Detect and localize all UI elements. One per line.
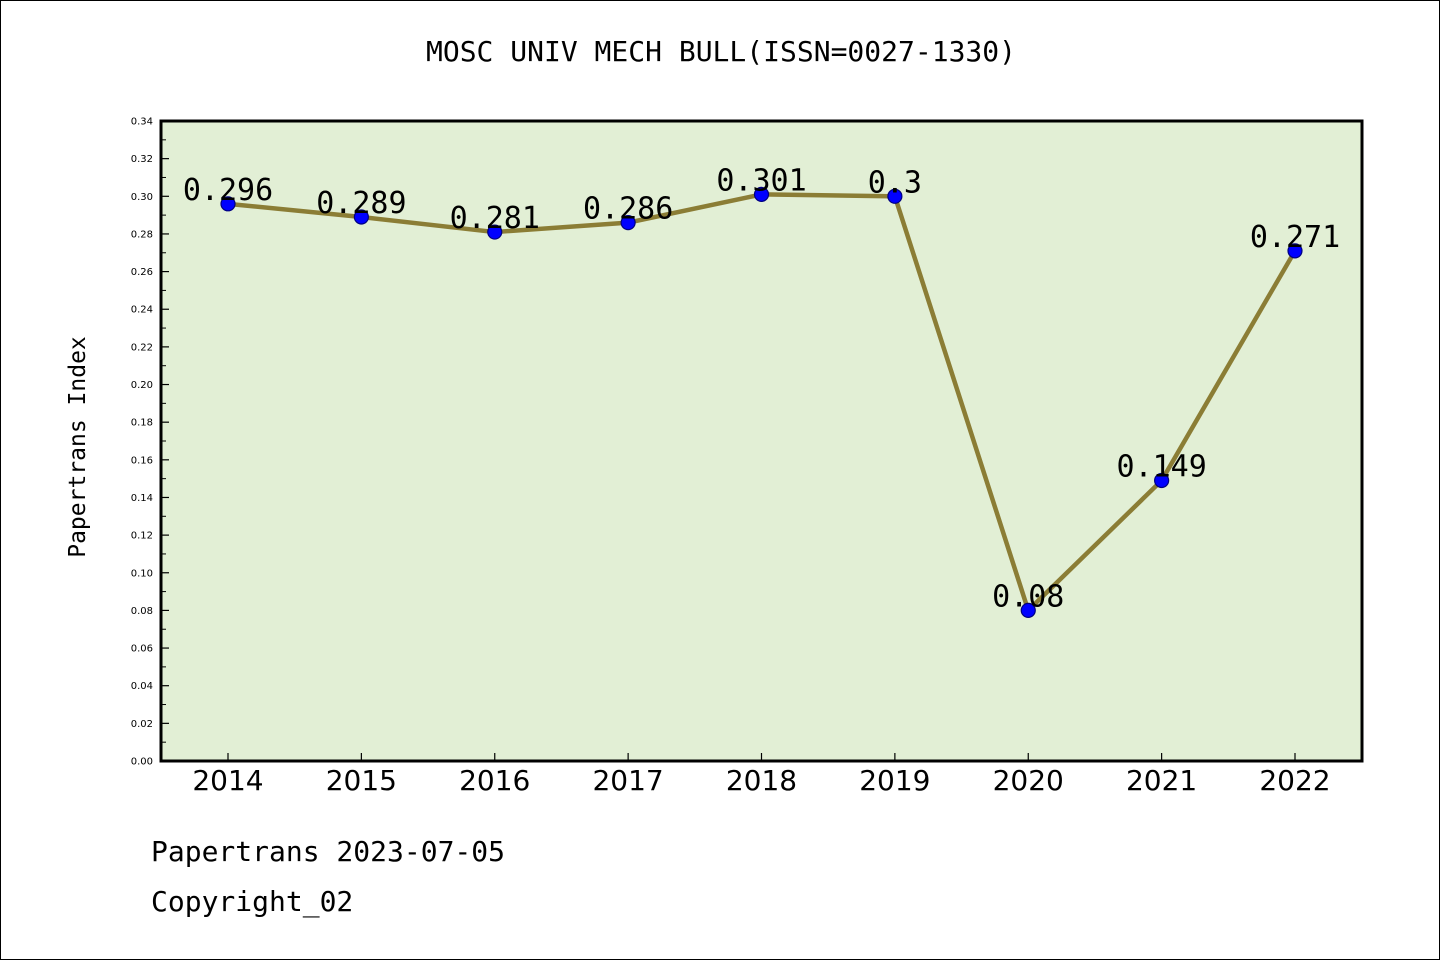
data-label: 0.3 — [868, 165, 922, 200]
data-label: 0.289 — [316, 186, 406, 221]
x-tick-label: 2020 — [993, 764, 1064, 797]
data-label: 0.08 — [992, 579, 1064, 614]
chart-title: MOSC UNIV MECH BULL(ISSN=0027-1330) — [425, 35, 1016, 68]
x-tick-label: 2019 — [859, 764, 930, 797]
y-tick-label: 0.20 — [131, 380, 153, 391]
x-tick-label: 2018 — [726, 764, 797, 797]
y-tick-label: 0.18 — [131, 418, 153, 429]
data-labels: 0.296 0.289 0.281 0.286 0.301 0.3 0.08 0.149 0.2… — [183, 163, 1340, 614]
y-tick-label: 0.32 — [131, 154, 153, 165]
x-tick-label: 2017 — [592, 764, 663, 797]
data-point — [353, 209, 369, 225]
data-point — [1154, 472, 1170, 489]
y-tick-label: 0.08 — [131, 606, 153, 617]
data-label: 0.286 — [583, 192, 673, 227]
y-tick-label: 0.12 — [131, 531, 153, 542]
y-axis-label: Papertrans Index — [65, 336, 91, 558]
x-tick-label: 2014 — [192, 764, 263, 797]
y-tick-label: 0.14 — [131, 493, 153, 504]
y-tick-label: 0.22 — [131, 342, 153, 353]
data-point — [887, 188, 903, 204]
x-tick-label: 2021 — [1126, 764, 1197, 797]
y-tick-label: 0.16 — [131, 455, 153, 466]
y-tick-label: 0.34 — [131, 117, 153, 128]
y-axis: 0.00 0.02 0.04 0.06 0.08 0.10 0.12 0.14 0.16 0.18… — [131, 117, 169, 768]
data-point — [487, 224, 503, 240]
y-tick-label: 0.04 — [131, 681, 153, 692]
y-tick-label: 0.00 — [131, 757, 153, 768]
y-tick-label: 0.02 — [131, 719, 153, 730]
data-label: 0.149 — [1116, 450, 1206, 485]
x-tick-label: 2016 — [459, 764, 530, 797]
data-point — [753, 186, 770, 203]
plot-frame — [159, 119, 1364, 763]
y-tick-label: 0.10 — [131, 568, 153, 579]
data-label: 0.281 — [450, 201, 540, 236]
data-points — [220, 186, 1303, 619]
x-tick-label: 2022 — [1259, 764, 1330, 797]
y-tick-label: 0.06 — [131, 644, 153, 655]
data-point — [620, 215, 636, 231]
data-label: 0.296 — [183, 173, 273, 208]
x-tick-label: 2015 — [326, 764, 397, 797]
x-axis: 2014 2015 2016 2017 2018 2019 2020 2021 2022 — [192, 753, 1331, 797]
footer-copyright: Copyright_02 — [151, 885, 354, 918]
y-tick-label: 0.28 — [131, 229, 153, 240]
data-point — [1020, 602, 1036, 619]
data-label: 0.271 — [1250, 220, 1340, 255]
data-point — [220, 196, 236, 212]
plot-area — [161, 121, 1362, 761]
y-tick-label: 0.30 — [131, 192, 153, 203]
y-tick-label: 0.26 — [131, 267, 153, 278]
data-label: 0.301 — [716, 163, 806, 198]
y-tick-label: 0.24 — [131, 305, 153, 316]
footer-date: Papertrans 2023-07-05 — [151, 835, 506, 868]
data-point — [1287, 243, 1303, 259]
